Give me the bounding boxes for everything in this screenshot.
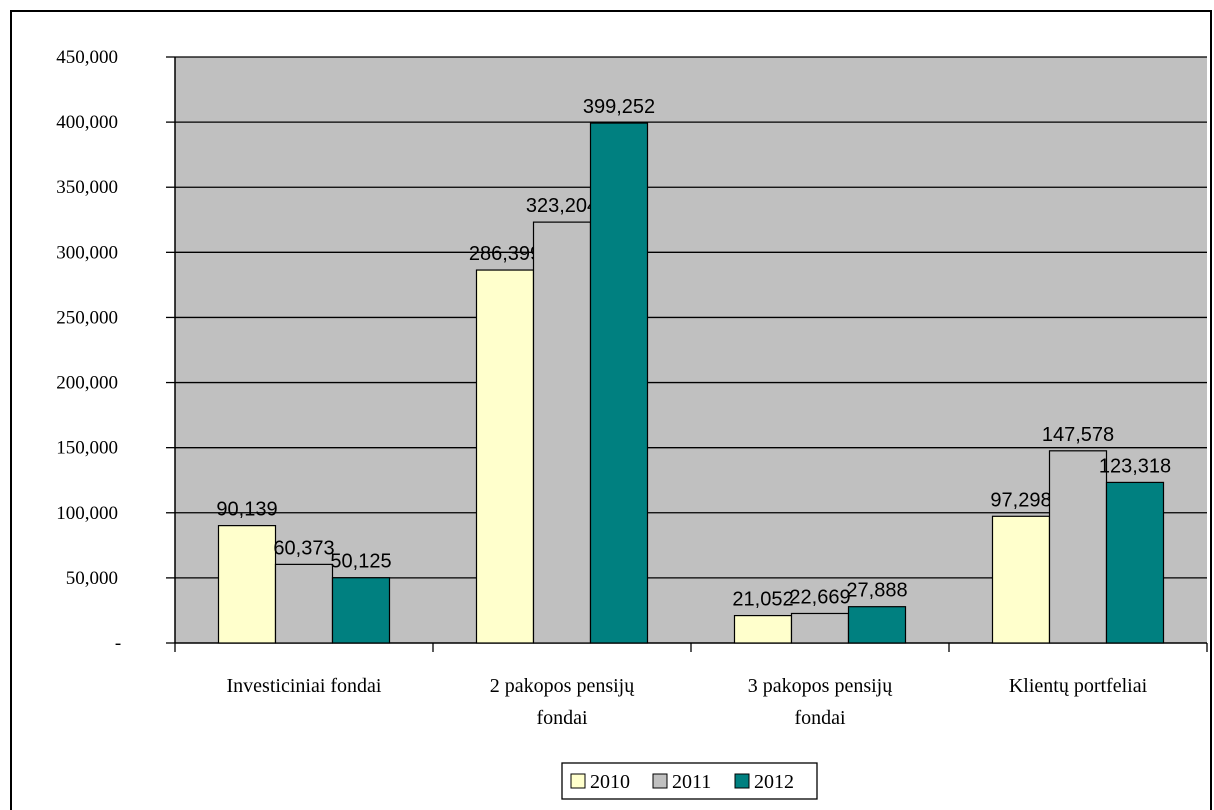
data-label: 90,139 <box>216 499 277 521</box>
legend-swatch-2012 <box>734 773 750 789</box>
y-tick-label: 50,000 <box>66 568 118 589</box>
data-label: 286,399 <box>469 243 541 265</box>
legend-label-2012: 2012 <box>754 771 794 793</box>
legend-swatch-2010 <box>570 773 586 789</box>
category-label: Investiciniai fondai <box>227 675 382 697</box>
bar-2012 <box>1105 481 1165 644</box>
data-label: 323,204 <box>526 195 598 217</box>
data-label: 22,669 <box>789 586 850 608</box>
bar-2010 <box>733 614 793 644</box>
bar-2010 <box>475 269 535 644</box>
data-label: 147,578 <box>1042 424 1114 446</box>
y-tick-label: 250,000 <box>56 307 118 328</box>
data-label: 21,052 <box>732 589 793 611</box>
data-label: 399,252 <box>583 96 655 118</box>
y-tick-label: - <box>115 633 121 654</box>
y-tick-label: 150,000 <box>56 438 118 459</box>
bar-2012 <box>589 122 649 644</box>
bar-2011 <box>790 612 850 644</box>
y-tick-label: 200,000 <box>56 373 118 394</box>
data-label: 60,373 <box>273 537 334 559</box>
y-tick-label: 300,000 <box>56 242 118 263</box>
data-label: 50,125 <box>330 551 391 573</box>
legend-swatch-2011 <box>652 773 668 789</box>
legend-label-2010: 2010 <box>590 771 630 793</box>
category-label: fondai <box>794 707 846 729</box>
category-label: fondai <box>536 707 588 729</box>
bar-2011 <box>1048 450 1108 644</box>
y-tick-label: 400,000 <box>56 112 118 133</box>
bar-2010 <box>991 515 1051 644</box>
data-label: 27,888 <box>846 580 907 602</box>
legend-label-2011: 2011 <box>672 771 711 793</box>
chart-frame <box>10 10 1212 810</box>
y-tick-label: 450,000 <box>56 47 118 68</box>
bar-2011 <box>532 221 592 644</box>
bar-2012 <box>847 606 907 644</box>
legend-box <box>561 762 818 800</box>
y-tick-label: 100,000 <box>56 503 118 524</box>
bar-2011 <box>274 563 334 644</box>
bar-2010 <box>217 525 277 644</box>
data-label: 123,318 <box>1099 455 1171 477</box>
bar-2012 <box>331 577 391 644</box>
data-label: 97,298 <box>990 489 1051 511</box>
category-label: 2 pakopos pensijų <box>490 675 635 697</box>
category-label: Klientų portfeliai <box>1009 675 1148 697</box>
category-label: 3 pakopos pensijų <box>748 675 893 697</box>
y-tick-label: 350,000 <box>56 177 118 198</box>
